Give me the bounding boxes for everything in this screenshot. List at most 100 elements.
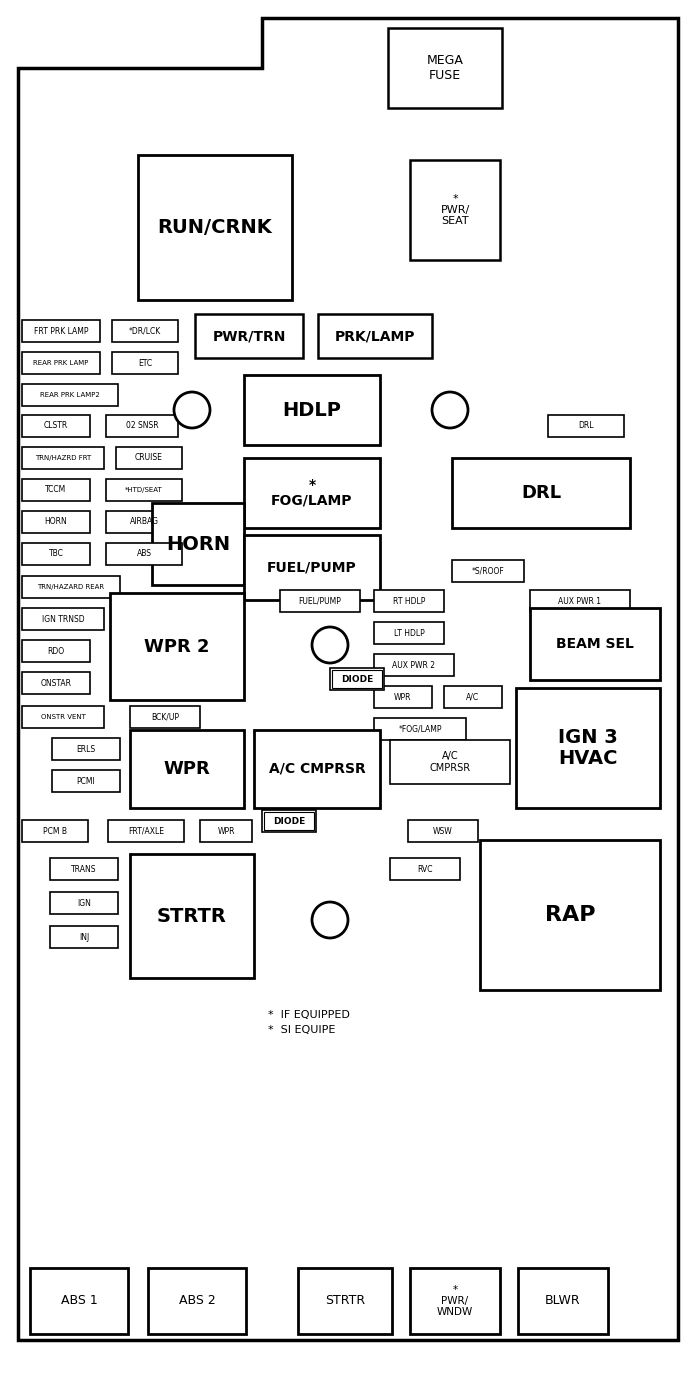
- Bar: [530, 608, 660, 680]
- Circle shape: [312, 627, 348, 663]
- Text: ERLS: ERLS: [77, 745, 95, 753]
- Text: WPR: WPR: [394, 692, 412, 702]
- Text: BEAM SEL: BEAM SEL: [556, 637, 634, 650]
- Bar: [52, 738, 120, 760]
- Bar: [106, 415, 178, 437]
- Text: A/C
CMPRSR: A/C CMPRSR: [429, 752, 470, 772]
- Text: TCCM: TCCM: [45, 486, 67, 494]
- Text: DIODE: DIODE: [341, 674, 373, 684]
- Bar: [330, 668, 384, 691]
- Bar: [22, 706, 104, 728]
- Polygon shape: [18, 18, 678, 1340]
- Text: DIODE: DIODE: [273, 817, 305, 825]
- Bar: [374, 621, 444, 644]
- Text: CRUISE: CRUISE: [135, 454, 163, 462]
- Text: HORN: HORN: [45, 518, 68, 526]
- Text: ETC: ETC: [138, 358, 152, 368]
- Text: IGN TRNSD: IGN TRNSD: [42, 614, 84, 624]
- Bar: [50, 893, 118, 913]
- Bar: [318, 314, 432, 358]
- Bar: [152, 502, 244, 585]
- Bar: [50, 926, 118, 948]
- Bar: [298, 1268, 392, 1334]
- Text: FRT/AXLE: FRT/AXLE: [128, 826, 164, 836]
- Bar: [444, 686, 502, 709]
- Bar: [130, 854, 254, 978]
- Text: HORN: HORN: [166, 534, 230, 554]
- Circle shape: [432, 392, 468, 428]
- Bar: [244, 458, 380, 529]
- Bar: [548, 415, 624, 437]
- Bar: [108, 819, 184, 841]
- Text: *S/ROOF: *S/ROOF: [472, 566, 505, 576]
- Text: ABS 1: ABS 1: [61, 1294, 97, 1308]
- Bar: [30, 1268, 128, 1334]
- Text: BCK/UP: BCK/UP: [151, 713, 179, 721]
- Bar: [138, 155, 292, 300]
- Text: PCMI: PCMI: [77, 776, 95, 786]
- Text: RAP: RAP: [545, 905, 595, 925]
- Bar: [452, 458, 630, 529]
- Text: MEGA
FUSE: MEGA FUSE: [427, 54, 464, 82]
- Text: RT HDLP: RT HDLP: [393, 597, 425, 606]
- Text: TRN/HAZRD FRT: TRN/HAZRD FRT: [35, 455, 91, 461]
- Text: PRK/LAMP: PRK/LAMP: [335, 329, 416, 343]
- Bar: [22, 352, 100, 374]
- Bar: [112, 320, 178, 342]
- Text: AIRBAG: AIRBAG: [129, 518, 159, 526]
- Text: TRANS: TRANS: [71, 865, 97, 873]
- Text: *FOG/LAMP: *FOG/LAMP: [398, 724, 442, 734]
- Bar: [50, 858, 118, 880]
- Text: AUX PWR 1: AUX PWR 1: [558, 597, 601, 606]
- Bar: [130, 706, 200, 728]
- Bar: [22, 447, 104, 469]
- Text: FUEL/PUMP: FUEL/PUMP: [267, 561, 357, 574]
- Bar: [22, 320, 100, 342]
- Text: *
PWR/
WNDW: * PWR/ WNDW: [437, 1284, 473, 1318]
- Text: REAR PRK LAMP: REAR PRK LAMP: [33, 360, 88, 365]
- Bar: [262, 810, 316, 832]
- Text: WSW: WSW: [433, 826, 453, 836]
- Text: *
PWR/
SEAT: * PWR/ SEAT: [441, 194, 470, 226]
- Bar: [22, 543, 90, 565]
- Bar: [148, 1268, 246, 1334]
- Text: *
FOG/LAMP: * FOG/LAMP: [271, 479, 353, 508]
- Bar: [116, 447, 182, 469]
- Text: PCM B: PCM B: [43, 826, 67, 836]
- Bar: [22, 479, 90, 501]
- Text: DRL: DRL: [578, 422, 594, 430]
- Bar: [22, 383, 118, 406]
- Bar: [200, 819, 252, 841]
- Text: CLSTR: CLSTR: [44, 422, 68, 430]
- Text: LT HDLP: LT HDLP: [394, 628, 425, 638]
- Bar: [244, 375, 380, 446]
- Bar: [52, 770, 120, 792]
- Circle shape: [312, 902, 348, 938]
- Text: *  IF EQUIPPED
*  SI EQUIPE: * IF EQUIPPED * SI EQUIPE: [268, 1010, 350, 1035]
- Bar: [332, 670, 382, 688]
- Bar: [110, 592, 244, 700]
- Text: ONSTR VENT: ONSTR VENT: [40, 714, 86, 720]
- Text: RDO: RDO: [47, 646, 65, 656]
- Text: ONSTAR: ONSTAR: [40, 678, 72, 688]
- Text: TBC: TBC: [49, 549, 63, 559]
- Bar: [410, 1268, 500, 1334]
- Text: RVC: RVC: [417, 865, 433, 873]
- Text: AUX PWR 2: AUX PWR 2: [393, 660, 436, 670]
- Text: BLWR: BLWR: [545, 1294, 581, 1308]
- Bar: [22, 415, 90, 437]
- Text: TRN/HAZARD REAR: TRN/HAZARD REAR: [38, 584, 104, 590]
- Text: *DR/LCK: *DR/LCK: [129, 327, 161, 335]
- Bar: [518, 1268, 608, 1334]
- Bar: [22, 511, 90, 533]
- Bar: [22, 673, 90, 693]
- Text: FUEL/PUMP: FUEL/PUMP: [299, 597, 342, 606]
- Text: WPR: WPR: [217, 826, 235, 836]
- Text: REAR PRK LAMP2: REAR PRK LAMP2: [40, 392, 100, 399]
- Bar: [480, 840, 660, 990]
- Text: FRT PRK LAMP: FRT PRK LAMP: [33, 327, 88, 335]
- Bar: [374, 718, 466, 740]
- Bar: [388, 28, 502, 108]
- Bar: [130, 729, 244, 808]
- Bar: [410, 161, 500, 260]
